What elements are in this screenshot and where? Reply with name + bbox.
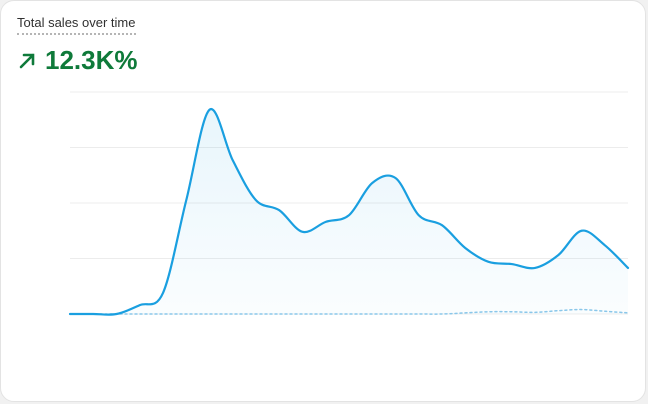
line <box>68 108 630 316</box>
metric-value: 12.3K% <box>45 45 138 75</box>
card-title[interactable]: Total sales over time <box>17 15 136 35</box>
area <box>70 109 628 315</box>
up-arrow-icon <box>19 53 35 68</box>
metric: 12.3K% <box>17 45 138 76</box>
